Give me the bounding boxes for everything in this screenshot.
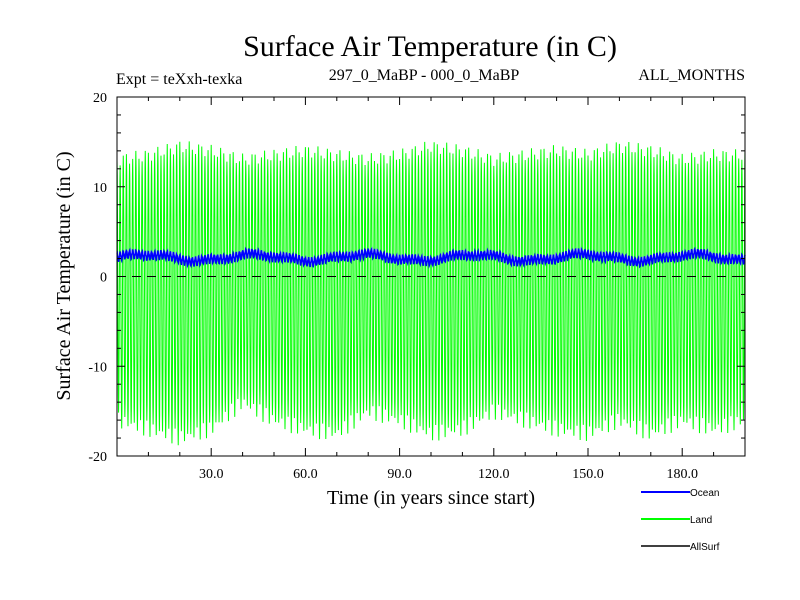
y-tick-label: 0 — [100, 271, 107, 286]
legend: Ocean Land AllSurf — [641, 488, 720, 553]
y-axis-label: Surface Air Temperature (in C) — [53, 151, 75, 400]
x-tick-label: 30.0 — [199, 467, 224, 482]
axes: 30.0 60.0 90.0 120.0 150.0 180.0 -20 -10 0 10 20 — [88, 91, 746, 482]
y-tick-label: 20 — [93, 91, 107, 106]
series-ocean-line — [116, 246, 746, 269]
y-tick-label: 10 — [93, 181, 107, 196]
subtitle-expt: Expt = teXxh-texka — [116, 71, 242, 88]
legend-label-land: Land — [690, 515, 712, 526]
x-tick-label: 180.0 — [666, 467, 698, 482]
x-axis-label: Time (in years since start) — [327, 487, 535, 509]
x-tick-label: 120.0 — [478, 467, 510, 482]
y-tick-label: -10 — [88, 360, 107, 375]
plot-area — [116, 141, 746, 446]
x-tick-label: 150.0 — [572, 467, 604, 482]
legend-label-allsurf: AllSurf — [690, 542, 720, 553]
subtitle-period: 297_0_MaBP - 000_0_MaBP — [329, 67, 520, 84]
chart-title: Surface Air Temperature (in C) — [243, 30, 617, 63]
x-tick-label: 60.0 — [293, 467, 318, 482]
series-land-line — [116, 141, 746, 446]
x-tick-label: 90.0 — [387, 467, 412, 482]
subtitle-months: ALL_MONTHS — [638, 67, 745, 84]
y-tick-label: -20 — [88, 450, 107, 465]
legend-label-ocean: Ocean — [690, 488, 719, 499]
